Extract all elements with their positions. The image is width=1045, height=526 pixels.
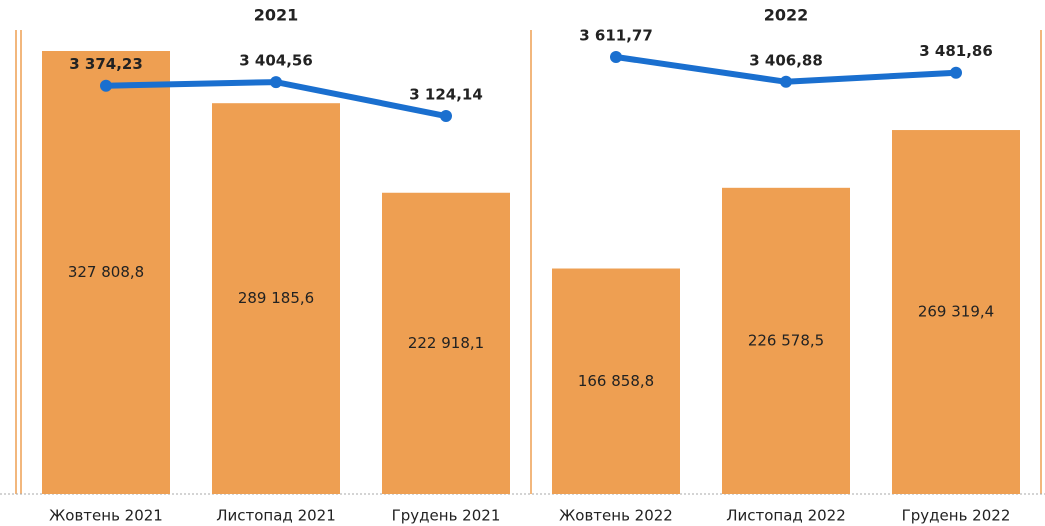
x-tick-label: Грудень 2022 [902, 507, 1011, 525]
bar-label: 226 578,5 [748, 331, 824, 349]
line-label: 3 124,14 [409, 86, 483, 104]
line-label: 3 374,23 [69, 55, 143, 73]
line-label: 3 406,88 [749, 51, 823, 69]
bar-label: 327 808,8 [68, 263, 144, 281]
x-tick-label: Грудень 2021 [392, 507, 501, 525]
bar-label: 166 858,8 [578, 372, 654, 390]
panel-title: 2021 [254, 6, 299, 25]
bar [212, 103, 340, 494]
line-point [440, 110, 452, 123]
x-tick-label: Листопад 2022 [726, 507, 846, 525]
bar [382, 192, 510, 494]
line-point [950, 66, 962, 79]
line-label: 3 611,77 [579, 27, 653, 45]
bar-label: 269 319,4 [918, 303, 994, 321]
line-label: 3 404,56 [239, 52, 313, 70]
bar [892, 130, 1020, 495]
bar-label: 222 918,1 [408, 334, 484, 352]
line-point [610, 51, 622, 64]
line-point [270, 76, 282, 89]
x-tick-label: Листопад 2021 [216, 507, 336, 525]
line-point [100, 79, 112, 92]
bar-label: 289 185,6 [238, 289, 314, 307]
line-label: 3 481,86 [919, 42, 993, 60]
x-tick-label: Жовтень 2021 [49, 507, 163, 525]
panel-title: 2022 [764, 6, 809, 25]
line-point [780, 75, 792, 88]
bar [552, 268, 680, 494]
x-tick-label: Жовтень 2022 [559, 507, 673, 525]
bar [42, 51, 170, 495]
bar [722, 187, 850, 494]
